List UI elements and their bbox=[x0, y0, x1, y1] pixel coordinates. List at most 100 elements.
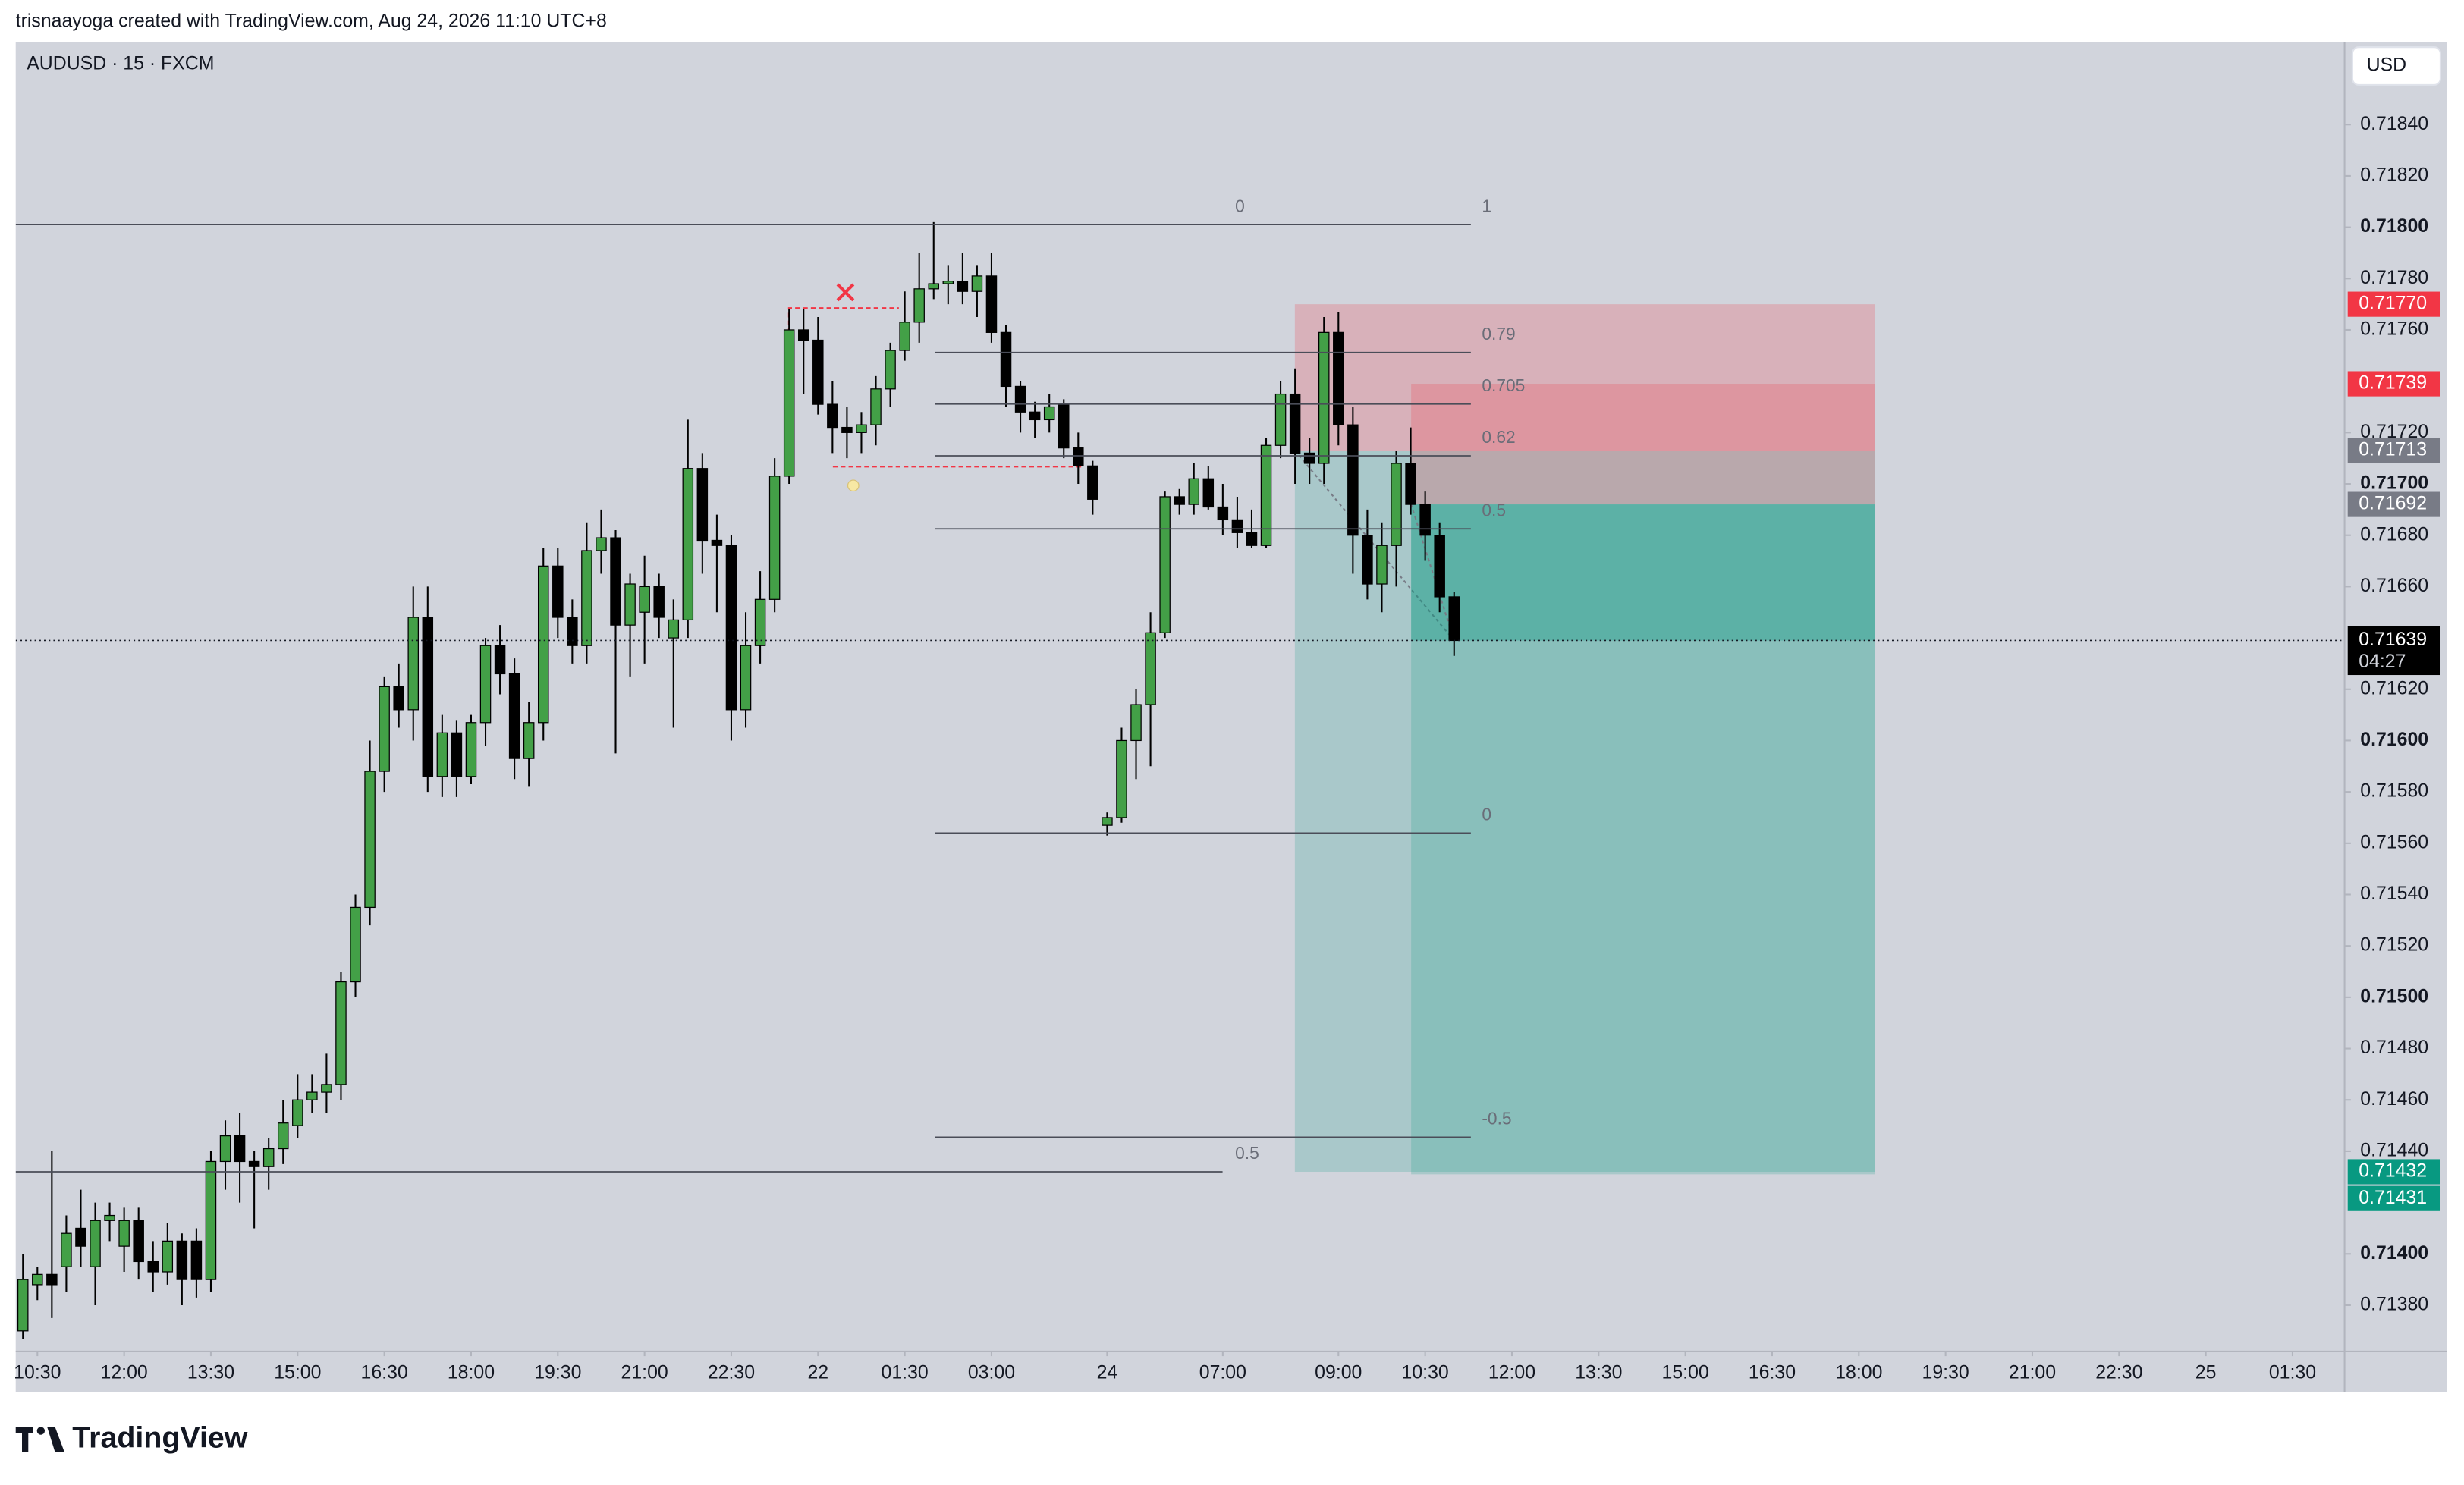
candle-body bbox=[740, 645, 752, 711]
candle-body bbox=[581, 550, 592, 646]
candle-body bbox=[1000, 331, 1012, 388]
candle-body bbox=[1188, 478, 1199, 505]
x-tick-label: 03:00 bbox=[968, 1361, 1015, 1383]
candle-body bbox=[17, 1279, 29, 1332]
candle-body bbox=[508, 673, 520, 759]
x-tick-label: 16:30 bbox=[1749, 1361, 1796, 1383]
x-tick-label: 22:30 bbox=[708, 1361, 755, 1383]
entry-price-label-box bbox=[2347, 438, 2440, 463]
candle-body bbox=[668, 619, 679, 639]
fib-layer: 0 0.5 1 0.79 0.705 0.62 0.5 0 -0.5 bbox=[15, 196, 1525, 1173]
stop-price-label: 0.71739 bbox=[2359, 372, 2427, 394]
candle-body bbox=[451, 732, 463, 777]
candle-body bbox=[379, 686, 390, 772]
fib-level-label: -0.5 bbox=[1482, 1109, 1511, 1129]
entry-price-label: 0.71713 bbox=[2359, 439, 2427, 460]
fib-level-label: 1 bbox=[1482, 196, 1491, 215]
candle-body bbox=[1029, 411, 1041, 421]
y-tick-label: 0.71760 bbox=[2360, 319, 2428, 340]
x-tick-label: 24 bbox=[1097, 1361, 1118, 1383]
candle-body bbox=[913, 288, 925, 323]
trade-path bbox=[1410, 504, 1455, 641]
currency-label[interactable]: USD bbox=[2367, 55, 2406, 76]
candle-body bbox=[537, 565, 549, 724]
target-zone bbox=[1294, 451, 1875, 1172]
target-price-label-box bbox=[2347, 1185, 2440, 1211]
fib-level-label: 0.5 bbox=[1235, 1143, 1259, 1163]
y-tick-label: 0.71800 bbox=[2360, 215, 2428, 237]
fib-level-label: 0.62 bbox=[1482, 427, 1515, 447]
x-tick-label: 15:00 bbox=[274, 1361, 321, 1383]
x-tick-label: 12:00 bbox=[1488, 1361, 1535, 1383]
candle-body bbox=[797, 329, 809, 341]
y-tick-label: 0.71600 bbox=[2360, 729, 2428, 750]
candle-body bbox=[711, 539, 723, 546]
candle-body bbox=[639, 586, 650, 613]
y-tick-label: 0.71400 bbox=[2360, 1242, 2428, 1264]
y-tick-label: 0.71380 bbox=[2360, 1294, 2428, 1315]
candle-body bbox=[783, 329, 795, 477]
candle-body bbox=[465, 722, 477, 777]
logo-shape bbox=[22, 1427, 29, 1452]
x-tick-label: 22:30 bbox=[2095, 1361, 2142, 1383]
candle-body bbox=[1130, 704, 1142, 742]
x-tick-label: 13:30 bbox=[187, 1361, 234, 1383]
target-price-label-box bbox=[2347, 1159, 2440, 1185]
candle-body bbox=[856, 424, 867, 433]
candle-body bbox=[1448, 596, 1460, 642]
candle-body bbox=[1116, 739, 1127, 818]
target-price-label: 0.71431 bbox=[2359, 1187, 2427, 1208]
countdown-label: 04:27 bbox=[2359, 651, 2406, 672]
x-tick-label: 12:00 bbox=[101, 1361, 148, 1383]
candle-body bbox=[393, 686, 404, 711]
candle-body bbox=[1217, 506, 1229, 521]
annotation-bulb bbox=[847, 479, 860, 492]
y-tick-label: 0.71820 bbox=[2360, 164, 2428, 185]
axis-layer: 0.71380 0.71400 0.71440 0.71460 0.71480 0.715… bbox=[14, 113, 2440, 1383]
candle-body bbox=[552, 565, 564, 618]
candle-body bbox=[1014, 385, 1026, 413]
candle-body bbox=[350, 906, 361, 983]
stop-price-label: 0.71770 bbox=[2359, 293, 2427, 314]
candle-body bbox=[1405, 463, 1416, 505]
candle-body bbox=[1434, 535, 1445, 598]
currency-button[interactable] bbox=[2351, 46, 2441, 86]
y-tick-label: 0.71660 bbox=[2360, 575, 2428, 596]
header-text: trisnaayoga created with TradingView.com… bbox=[16, 11, 607, 32]
x-tick-label: 01:30 bbox=[2269, 1361, 2316, 1383]
stop-zone bbox=[1411, 384, 1875, 505]
logo-shape bbox=[47, 1427, 64, 1452]
candle-body bbox=[1145, 632, 1156, 705]
x-tick-label: 18:00 bbox=[448, 1361, 495, 1383]
candle-body bbox=[928, 283, 939, 290]
y-tick-label: 0.71480 bbox=[2360, 1037, 2428, 1058]
candle-body bbox=[1260, 444, 1272, 546]
candle-body bbox=[1058, 403, 1070, 449]
fib-level-label: 0.705 bbox=[1482, 375, 1525, 395]
logo-mark bbox=[15, 1427, 64, 1452]
candle-body bbox=[1043, 406, 1055, 421]
candle-body bbox=[75, 1227, 86, 1247]
fib-level-label: 0.5 bbox=[1482, 500, 1506, 520]
x-tick-label: 21:00 bbox=[2009, 1361, 2056, 1383]
candle-body bbox=[682, 468, 694, 621]
candle-body bbox=[610, 537, 621, 626]
candle-body bbox=[61, 1232, 72, 1267]
fib-level-label: 0 bbox=[1482, 804, 1491, 824]
candle-body bbox=[147, 1261, 159, 1273]
x-tick-label: 01:30 bbox=[882, 1361, 929, 1383]
candle-body bbox=[248, 1160, 260, 1167]
candle-body bbox=[1333, 331, 1344, 425]
last-price-box bbox=[2347, 626, 2440, 676]
logo-shape bbox=[36, 1427, 46, 1435]
candle-body bbox=[407, 617, 419, 711]
candle-body bbox=[971, 275, 983, 292]
candle-body bbox=[262, 1148, 275, 1167]
annotation-x bbox=[836, 283, 855, 302]
candle-body bbox=[234, 1135, 246, 1163]
chart-title: AUDUSD · 15 · FXCM bbox=[27, 53, 214, 74]
plot-layer bbox=[15, 221, 2345, 1339]
candle-body bbox=[1362, 535, 1373, 585]
candle-body bbox=[957, 281, 969, 292]
